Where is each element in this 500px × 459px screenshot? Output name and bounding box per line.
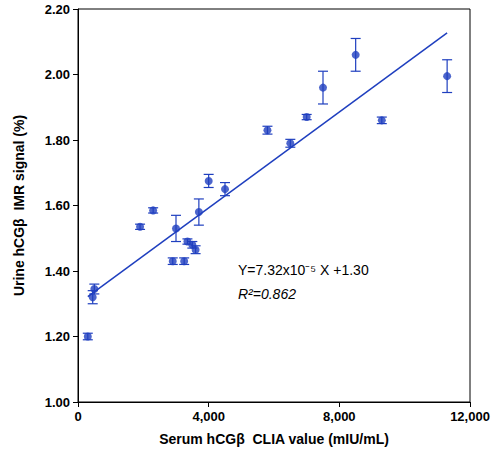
svg-text:0: 0: [74, 409, 81, 424]
svg-text:Serum hCGβ CLIA value (mIU/mL: Serum hCGβ CLIA value (mIU/mL): [159, 431, 389, 447]
svg-text:1.80: 1.80: [45, 133, 70, 148]
svg-text:4,000: 4,000: [192, 409, 225, 424]
svg-text:1.00: 1.00: [45, 395, 70, 410]
svg-text:Urine hCGβ IMR signal (%): Urine hCGβ IMR signal (%): [11, 115, 27, 296]
svg-text:2.00: 2.00: [45, 67, 70, 82]
svg-text:8,000: 8,000: [323, 409, 356, 424]
svg-text:1.40: 1.40: [45, 264, 70, 279]
svg-text:Y=7.32x10⁻⁵ X +1.30: Y=7.32x10⁻⁵ X +1.30: [238, 262, 369, 278]
svg-text:1.60: 1.60: [45, 198, 70, 213]
svg-text:2.20: 2.20: [45, 2, 70, 17]
svg-text:R²=0.862: R²=0.862: [238, 286, 296, 302]
svg-text:1.20: 1.20: [45, 329, 70, 344]
svg-text:12,000: 12,000: [450, 409, 490, 424]
